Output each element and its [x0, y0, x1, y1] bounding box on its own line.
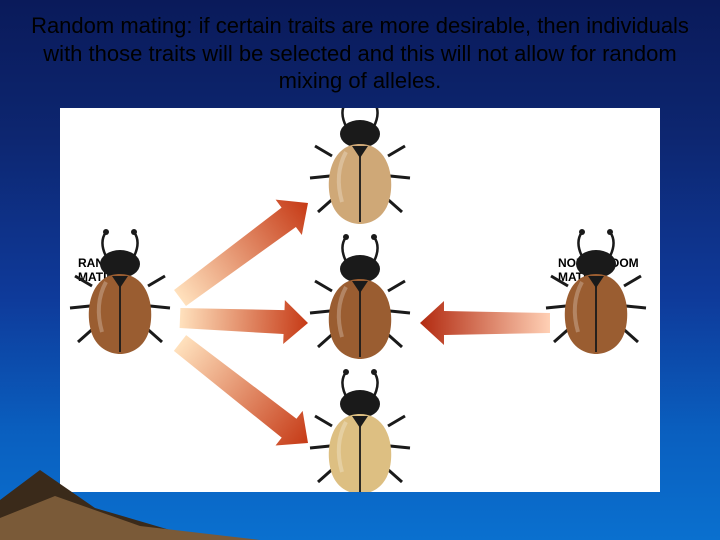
- beetle-center-top: [310, 108, 410, 224]
- beetle-center-mid: [310, 234, 410, 359]
- beetle-center-bot: [310, 369, 410, 492]
- diagram-figure: RANDOMMATING NONRANDOMMATING: [60, 108, 660, 492]
- beetle-right: [546, 229, 646, 354]
- diagram-svg: [60, 108, 660, 492]
- slide: Random mating: if certain traits are mor…: [0, 0, 720, 540]
- slide-title: Random mating: if certain traits are mor…: [30, 12, 690, 95]
- arrow-left-to-bot: [166, 326, 321, 461]
- arrow-right-to-mid: [420, 301, 550, 345]
- beetle-left: [70, 229, 170, 354]
- arrow-left-to-top: [167, 185, 321, 315]
- terrain-light: [0, 496, 260, 540]
- arrow-left-to-mid: [179, 296, 309, 345]
